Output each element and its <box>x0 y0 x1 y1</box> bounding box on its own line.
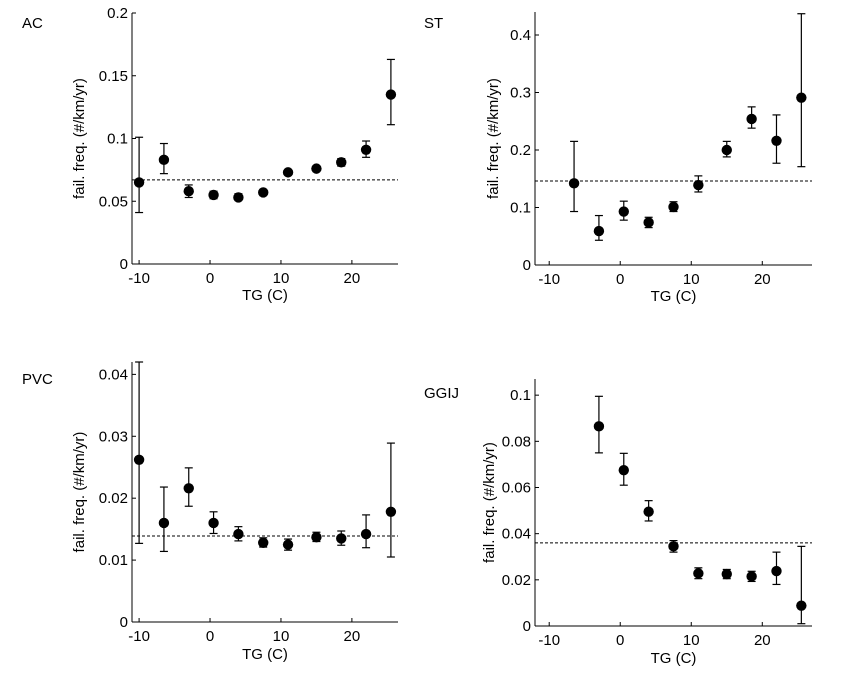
data-point <box>618 464 629 476</box>
data-point <box>568 178 580 189</box>
y-tick-label: 0.02 <box>502 572 531 589</box>
data-point <box>183 483 194 494</box>
x-tick-label: 10 <box>683 271 700 288</box>
x-tick-label: 10 <box>273 628 290 645</box>
y-tick-label: 0.1 <box>510 200 531 217</box>
data-point <box>258 537 269 548</box>
x-tick-label: 10 <box>683 632 700 649</box>
data-point <box>771 565 782 577</box>
x-tick-label: 10 <box>273 270 290 287</box>
data-point <box>233 528 244 540</box>
y-tick-label: 0.2 <box>510 142 531 159</box>
y-tick-label: 0.08 <box>502 433 531 450</box>
y-tick-label: 0.15 <box>99 68 128 85</box>
x-axis-title: TG (C) <box>651 288 697 305</box>
x-tick-label: -10 <box>128 270 150 287</box>
data-point <box>233 192 244 203</box>
y-axis-title: fail. freq. (#/km/yr) <box>485 78 502 199</box>
panel-label: ST <box>424 15 443 32</box>
data-point <box>282 167 294 178</box>
data-point <box>311 163 322 174</box>
data-point <box>208 517 219 529</box>
data-point <box>668 201 679 213</box>
data-point <box>360 144 372 155</box>
data-point <box>208 189 219 201</box>
y-tick-label: 0.01 <box>99 552 128 569</box>
y-tick-label: 0.05 <box>99 193 128 210</box>
data-point <box>336 533 347 544</box>
data-point <box>693 179 704 191</box>
data-point <box>643 217 654 228</box>
x-axis-title: TG (C) <box>242 646 288 663</box>
x-tick-label: 0 <box>206 270 214 287</box>
y-axis-title: fail. freq. (#/km/yr) <box>481 442 498 563</box>
data-point <box>593 421 605 432</box>
y-tick-label: 0.1 <box>107 131 128 148</box>
data-point <box>721 144 732 156</box>
data-point <box>336 157 347 168</box>
y-axis-title: fail. freq. (#/km/yr) <box>71 432 88 553</box>
y-tick-label: 0.03 <box>99 428 128 445</box>
data-point <box>385 506 397 518</box>
x-tick-label: 0 <box>206 628 214 645</box>
data-point <box>183 186 194 197</box>
data-point <box>360 528 372 540</box>
y-tick-label: 0.2 <box>107 5 128 22</box>
x-axis-title: TG (C) <box>651 650 697 667</box>
y-tick-label: 0 <box>523 257 531 274</box>
x-tick-label: 20 <box>344 270 361 287</box>
x-tick-label: 20 <box>344 628 361 645</box>
data-point <box>796 600 807 611</box>
data-point <box>258 187 269 198</box>
data-point <box>643 506 654 517</box>
y-tick-label: 0.4 <box>510 27 531 44</box>
panel-label: GGIJ <box>424 385 459 402</box>
data-point <box>771 135 782 146</box>
data-point <box>746 571 757 582</box>
y-tick-label: 0.04 <box>502 526 531 543</box>
y-tick-label: 0.04 <box>99 366 128 383</box>
x-tick-label: 20 <box>754 271 771 288</box>
x-tick-label: 0 <box>616 271 624 288</box>
data-point <box>618 206 629 217</box>
x-tick-label: 20 <box>754 632 771 649</box>
data-point <box>158 154 170 166</box>
x-tick-label: -10 <box>538 271 560 288</box>
chart-panel-ggij: GGIJ -10 0 10 20 0 0.02 0.04 0.06 0.08 0.1 TG (C) fa… <box>424 379 812 667</box>
data-point <box>593 225 605 237</box>
y-tick-label: 0 <box>120 614 128 631</box>
x-tick-label: -10 <box>538 632 560 649</box>
data-point <box>385 89 397 100</box>
data-point <box>746 113 757 125</box>
data-point <box>796 92 807 103</box>
data-point <box>282 539 294 550</box>
data-point <box>133 177 145 188</box>
y-tick-label: 0.3 <box>510 85 531 102</box>
chart-panel-st: ST -10 0 10 20 0 0.1 0.2 0.3 0.4 TG (C) fail. freq.… <box>424 12 812 305</box>
data-point <box>311 531 322 543</box>
data-point <box>721 568 732 580</box>
y-axis-title: fail. freq. (#/km/yr) <box>71 78 88 199</box>
x-tick-label: -10 <box>128 628 150 645</box>
x-tick-label: 0 <box>616 632 624 649</box>
data-point <box>668 541 679 552</box>
y-tick-label: 0.1 <box>510 387 531 404</box>
y-tick-label: 0 <box>523 618 531 635</box>
data-point <box>693 568 704 579</box>
panel-label: PVC <box>22 371 53 388</box>
data-point <box>158 517 170 529</box>
x-axis-title: TG (C) <box>242 287 288 304</box>
data-point <box>133 454 145 466</box>
y-tick-label: 0 <box>120 256 128 273</box>
panel-label: AC <box>22 15 43 32</box>
y-tick-label: 0.06 <box>502 479 531 496</box>
y-tick-label: 0.02 <box>99 490 128 507</box>
